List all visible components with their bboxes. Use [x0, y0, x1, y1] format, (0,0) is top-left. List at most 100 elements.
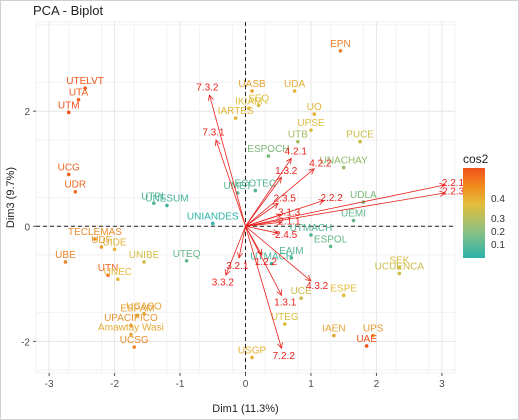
arrow-head — [272, 229, 280, 236]
data-point — [66, 110, 71, 115]
variable-label: 4.2.1 — [285, 147, 308, 158]
data-point — [282, 322, 287, 326]
point-label: UMET — [223, 181, 251, 192]
data-point — [341, 293, 346, 298]
point-label: UTMACH — [250, 252, 293, 263]
legend-color-bar — [463, 168, 485, 258]
arrow-head — [439, 182, 447, 189]
point-label: UPSE — [297, 118, 325, 129]
data-point — [152, 201, 156, 206]
data-point — [269, 261, 274, 266]
variable-label: 7.2.2 — [273, 351, 296, 362]
point-label: UTELVT — [66, 76, 104, 87]
arrow-head — [308, 168, 315, 175]
data-point — [358, 139, 362, 144]
data-point — [132, 345, 137, 349]
arrow-head — [305, 275, 312, 282]
data-point — [165, 203, 169, 208]
variable-label: 4.3.2 — [306, 281, 329, 292]
data-point — [266, 154, 271, 158]
data-point — [256, 103, 261, 108]
variable-arrow — [245, 168, 315, 227]
data-point — [309, 128, 313, 132]
legend-tick: 0.4 — [491, 194, 505, 205]
point-label: USGP — [238, 345, 267, 356]
arrow-head — [208, 94, 214, 102]
point-label: UPACIFICO — [104, 313, 158, 324]
data-point — [129, 323, 133, 328]
point-label: ECOTEC — [234, 179, 276, 190]
data-point — [142, 260, 146, 264]
point-label: UTB — [288, 130, 308, 141]
chart-title: PCA - Biplot — [33, 3, 103, 18]
x-axis-label: Dim1 (11.3%) — [212, 403, 278, 415]
data-point — [338, 48, 343, 53]
point-label: EAIM — [279, 246, 303, 257]
point-label: PUCE — [346, 130, 374, 141]
arrow-head — [318, 199, 325, 205]
variable-arrow — [245, 226, 282, 349]
variable-label: 1.2.2 — [255, 257, 278, 268]
data-point — [397, 265, 402, 270]
data-point — [106, 273, 110, 277]
data-point — [184, 258, 189, 263]
arrow-head — [225, 269, 231, 277]
variable-arrow — [215, 139, 246, 227]
arrow-head — [214, 139, 221, 146]
data-point — [312, 112, 317, 116]
arrow-head — [275, 213, 283, 220]
point-label: UNESUM — [145, 194, 188, 205]
data-point — [83, 86, 87, 90]
variable-arrow — [245, 225, 312, 282]
data-point — [299, 296, 303, 300]
variable-label: 2.2.2 — [321, 193, 344, 204]
data-point — [328, 244, 333, 249]
x-tick-label: 1 — [308, 379, 314, 390]
variable-arrow — [245, 226, 263, 256]
point-label: UCE — [291, 286, 312, 297]
variable-arrow — [238, 226, 246, 258]
data-point — [341, 165, 346, 170]
point-label: UASB — [238, 79, 266, 90]
x-tick-label: 0 — [243, 379, 249, 390]
x-tick-label: -2 — [110, 379, 119, 390]
data-point — [129, 332, 133, 337]
arrow-head — [285, 157, 292, 165]
point-label: UDA — [284, 79, 305, 90]
variable-arrow — [245, 177, 282, 227]
data-point — [116, 277, 120, 282]
variable-label: 3.1.3 — [278, 207, 301, 218]
point-label: UNIBE — [129, 250, 160, 261]
data-point — [210, 221, 215, 226]
point-label: UDR — [64, 180, 86, 191]
variable-label: 3.2.1 — [226, 261, 249, 272]
variable-label: 4.2.2 — [309, 159, 332, 170]
data-point — [397, 271, 402, 276]
variable-label: 1.3.2 — [275, 166, 298, 177]
variable-label: 2.2.3 — [442, 187, 465, 198]
data-point — [63, 260, 68, 264]
point-label: UTEG — [271, 312, 299, 323]
point-label: UTPL — [141, 191, 167, 202]
data-point — [371, 333, 375, 338]
x-tick-label: -3 — [45, 379, 54, 390]
x-tick-label: -1 — [176, 379, 185, 390]
y-tick-label: 2 — [24, 107, 30, 118]
legend-tick: 0.1 — [491, 240, 505, 251]
data-point — [351, 218, 356, 223]
x-tick-label: 3 — [439, 379, 445, 390]
point-label: UNIANDES — [187, 211, 239, 222]
variable-arrow — [209, 94, 246, 227]
point-label: UNACHAY — [320, 156, 368, 167]
point-label: UPS — [363, 324, 384, 335]
variable-arrow — [225, 226, 246, 276]
point-label: UCASO — [126, 302, 162, 313]
arrow-head — [277, 342, 283, 350]
variable-label: 2.1.1 — [278, 216, 301, 227]
arrow-head — [439, 190, 447, 197]
point-label: UTA — [69, 88, 89, 99]
x-tick-label: 2 — [374, 379, 380, 390]
data-point — [142, 311, 146, 316]
data-point — [364, 344, 369, 348]
